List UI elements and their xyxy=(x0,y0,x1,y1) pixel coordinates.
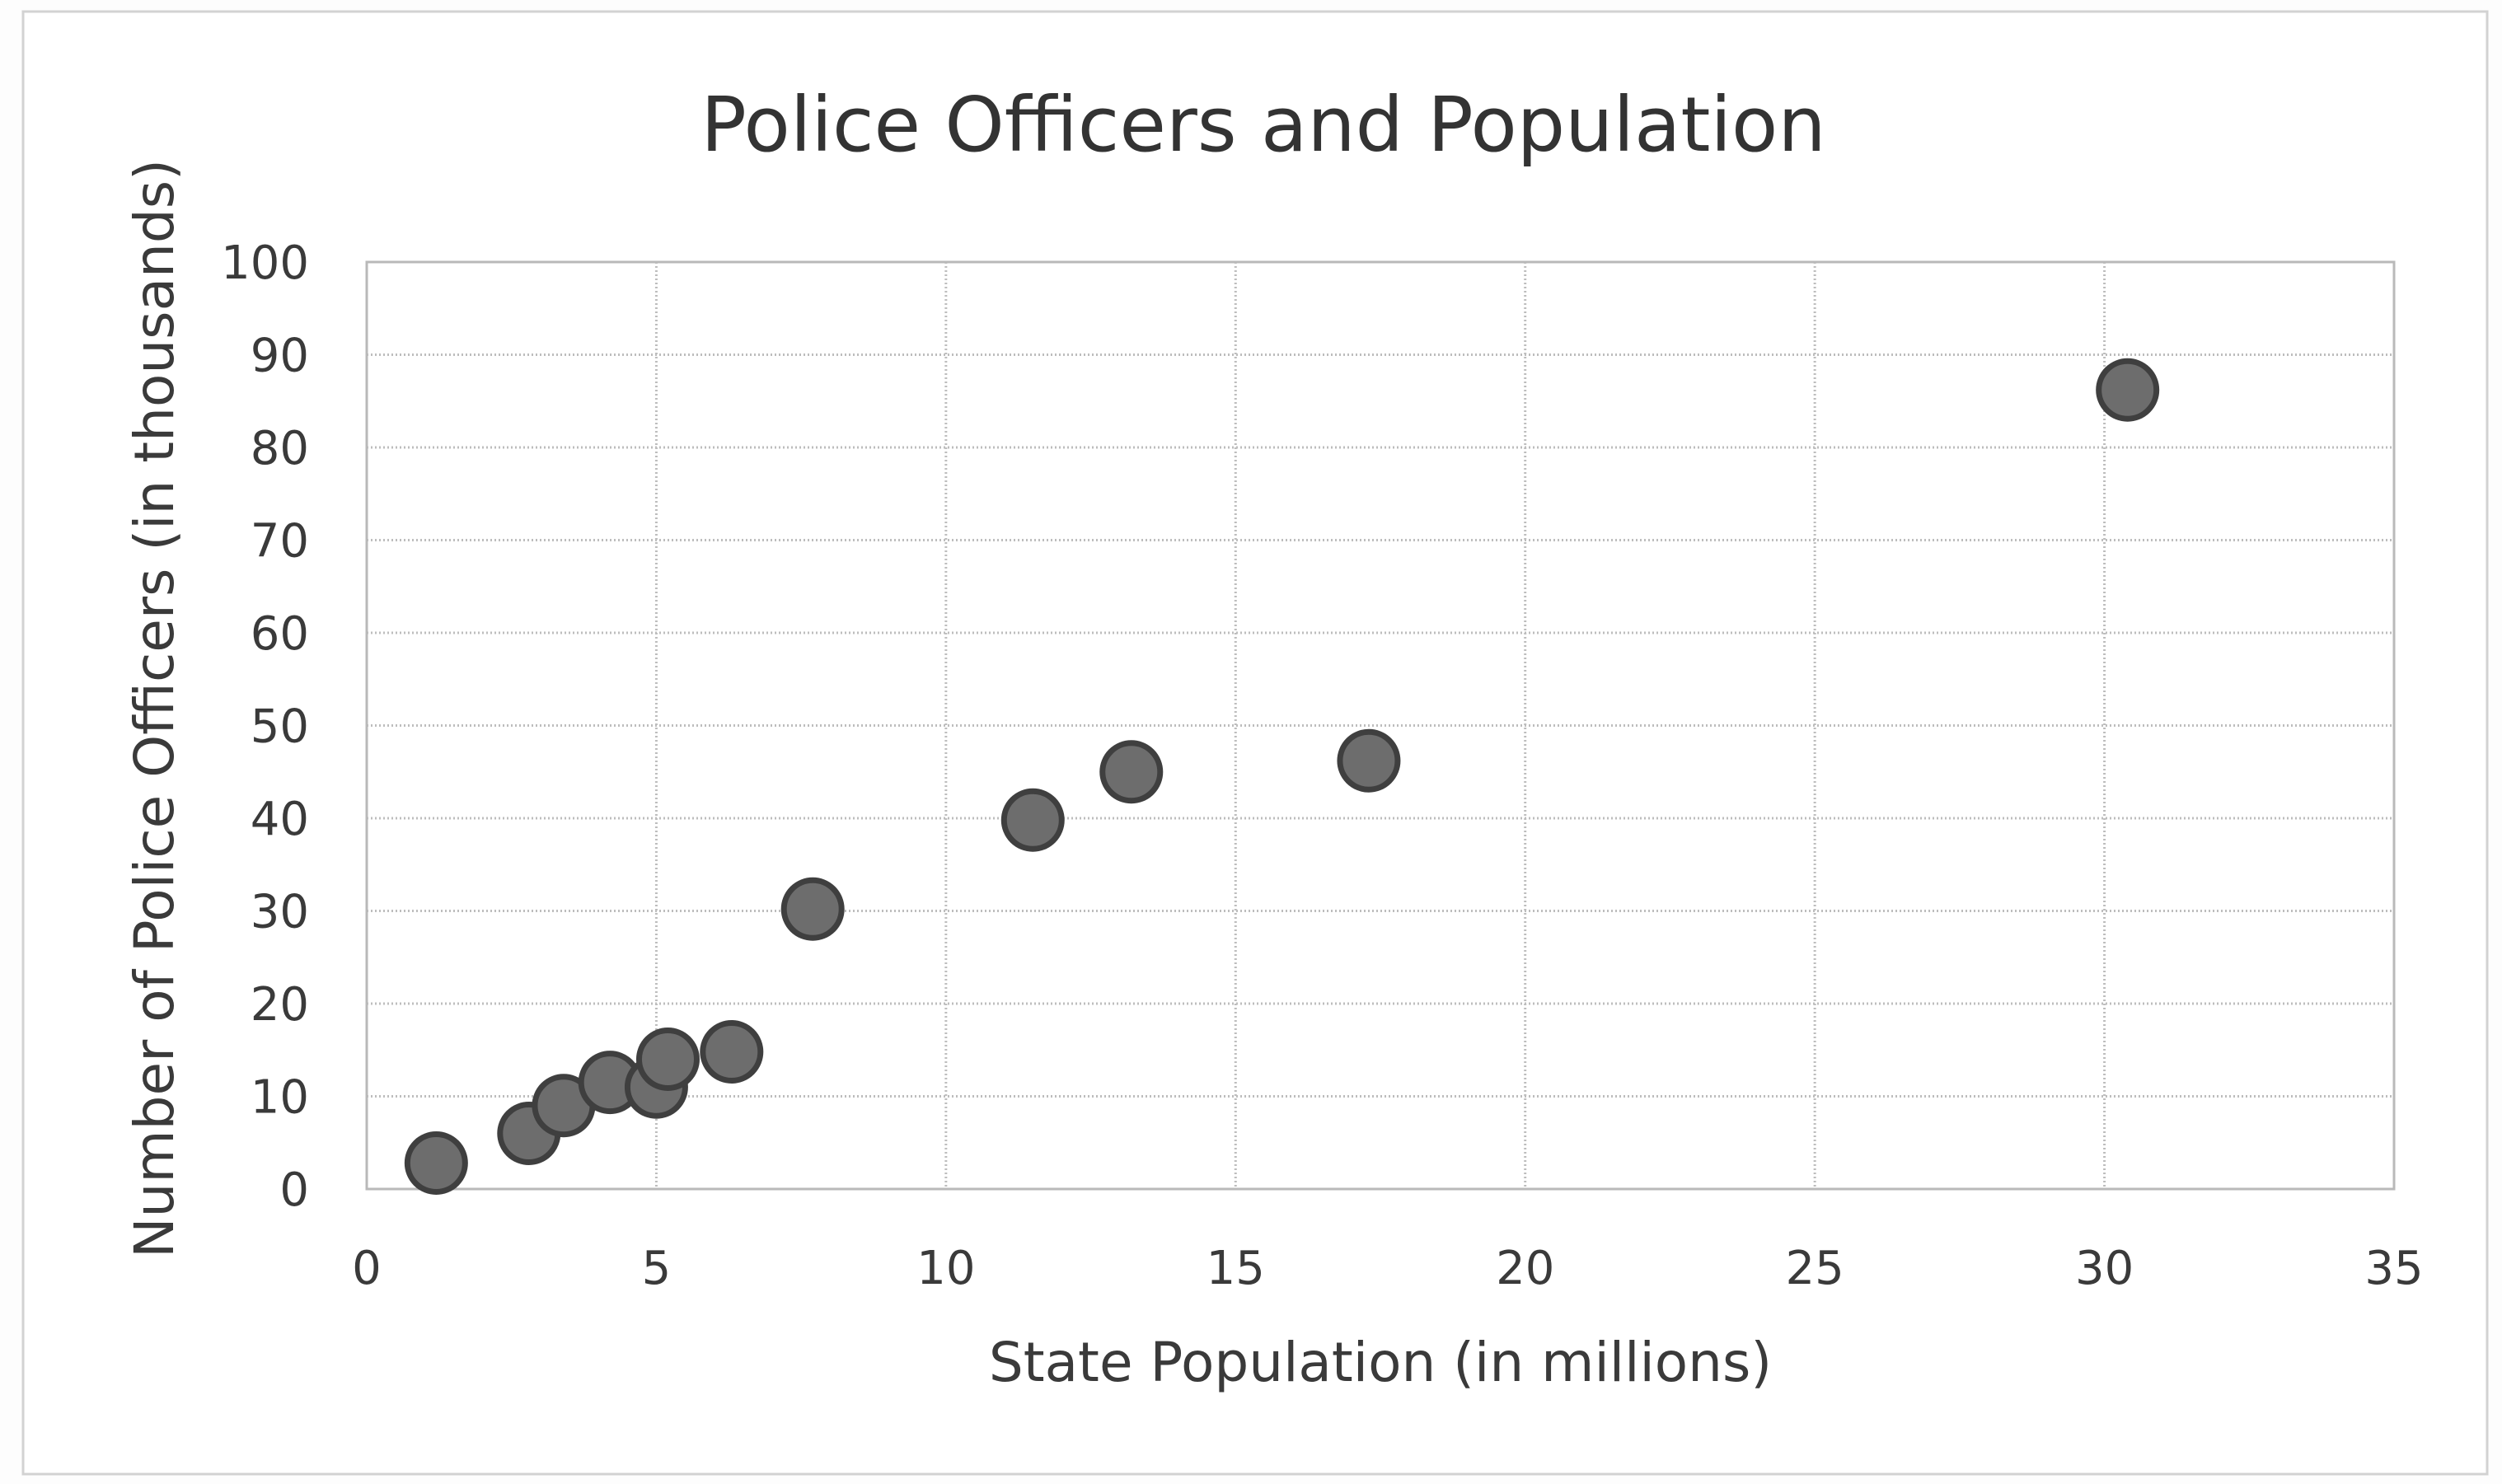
data-point xyxy=(635,1028,700,1091)
x-tick-label: 15 xyxy=(1206,1242,1265,1295)
x-axis-title: State Population (in millions) xyxy=(989,1331,1772,1394)
y-tick-label: 80 xyxy=(251,422,309,475)
y-axis-title: Number of Police Officers (in thousands) xyxy=(123,159,186,1258)
data-point xyxy=(1337,728,1401,793)
y-tick-label: 100 xyxy=(221,236,309,290)
y-axis-ticks: 0 10 20 30 40 50 60 70 80 90 100 xyxy=(221,236,309,1217)
x-tick-label: 25 xyxy=(1786,1242,1844,1295)
y-tick-label: 50 xyxy=(251,700,309,754)
x-tick-label: 35 xyxy=(2364,1242,2423,1295)
plot-border xyxy=(365,260,2396,1191)
data-point xyxy=(2096,358,2160,422)
y-tick-label: 10 xyxy=(251,1071,309,1125)
chart-title: Police Officers and Population xyxy=(700,81,1825,169)
data-point xyxy=(1099,740,1164,804)
x-tick-label: 20 xyxy=(1496,1242,1554,1295)
data-point xyxy=(780,877,845,941)
data-point xyxy=(1000,788,1065,852)
x-tick-label: 5 xyxy=(642,1242,672,1295)
y-tick-label: 40 xyxy=(251,793,309,846)
x-tick-label: 10 xyxy=(916,1242,975,1295)
data-points xyxy=(404,358,2160,1195)
y-tick-label: 70 xyxy=(251,515,309,569)
y-tick-label: 0 xyxy=(279,1163,309,1217)
y-tick-label: 60 xyxy=(251,607,309,661)
y-tick-label: 20 xyxy=(251,978,309,1032)
data-point xyxy=(700,1020,764,1084)
y-tick-label: 30 xyxy=(251,886,309,939)
x-tick-label: 30 xyxy=(2075,1242,2134,1295)
x-tick-label: 0 xyxy=(352,1242,382,1295)
y-tick-label: 90 xyxy=(251,330,309,383)
x-axis-ticks: 0 5 10 15 20 25 30 35 xyxy=(352,1242,2423,1295)
data-point xyxy=(404,1131,468,1195)
